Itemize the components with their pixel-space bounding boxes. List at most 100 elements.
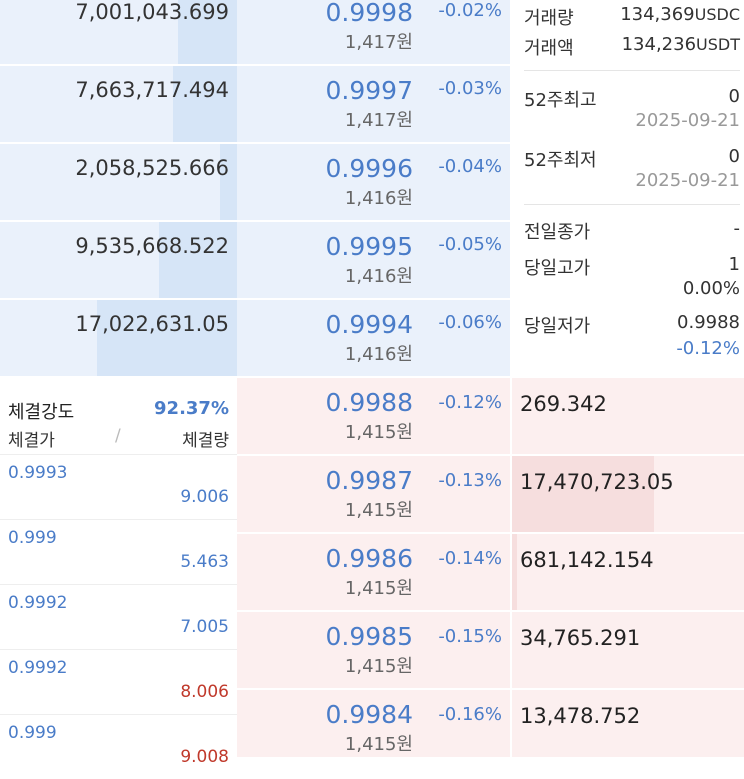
- bid-price-cell[interactable]: 0.9988 1,415원 -0.12%: [237, 378, 510, 454]
- ask-price-cell[interactable]: 0.9994 1,416원 -0.06%: [237, 300, 510, 376]
- ask-qty-cell[interactable]: 9,535,668.522: [0, 222, 237, 298]
- high52-label: 52주최고: [524, 90, 597, 111]
- ask-price: 0.9995: [325, 232, 413, 261]
- low52-label: 52주최저: [524, 150, 597, 171]
- ask-change: -0.05%: [438, 234, 502, 255]
- trade-qty: 9.008: [180, 747, 229, 767]
- bid-price: 0.9988: [325, 388, 413, 417]
- ask-qty-cell[interactable]: 7,663,717.494: [0, 66, 237, 142]
- ask-change: -0.03%: [438, 78, 502, 99]
- bid-change: -0.13%: [438, 470, 502, 491]
- bid-price: 0.9984: [325, 700, 413, 729]
- bid-price-cell[interactable]: 0.9987 1,415원 -0.13%: [237, 456, 510, 532]
- day-low-value: 0.9988: [677, 312, 740, 333]
- bid-price-cell[interactable]: 0.9985 1,415원 -0.15%: [237, 612, 510, 688]
- ask-qty: 7,001,043.699: [75, 0, 229, 24]
- low52-value: 0: [728, 146, 740, 167]
- volume-number: 134,369: [620, 4, 695, 25]
- ask-krw: 1,416원: [344, 266, 413, 287]
- day-low-pct: -0.12%: [676, 338, 740, 359]
- bid-change: -0.15%: [438, 626, 502, 647]
- bid-price-cell[interactable]: 0.9984 1,415원 -0.16%: [237, 690, 510, 757]
- trade-price: 0.9992: [8, 658, 68, 678]
- volume-unit: USDC: [694, 5, 740, 24]
- info-divider: [524, 70, 740, 71]
- ask-depth-bar: [220, 144, 237, 220]
- trade-row: 0.9993 9.006: [0, 455, 237, 520]
- trade-price: 0.999: [8, 723, 57, 743]
- bid-qty: 13,478.752: [520, 704, 641, 728]
- ask-price-cell[interactable]: 0.9995 1,416원 -0.05%: [237, 222, 510, 298]
- ask-qty-cell[interactable]: 17,022,631.05: [0, 300, 237, 376]
- bid-price: 0.9985: [325, 622, 413, 651]
- trade-qty: 9.006: [180, 487, 229, 507]
- row-divider: [237, 532, 744, 534]
- ask-price: 0.9998: [325, 0, 413, 27]
- trade-qty: 8.006: [180, 682, 229, 702]
- bid-krw: 1,415원: [344, 734, 413, 755]
- amount-unit: USDT: [696, 35, 740, 54]
- row-divider: [237, 688, 744, 690]
- ask-qty: 9,535,668.522: [75, 234, 229, 258]
- ask-price: 0.9994: [325, 310, 413, 339]
- bid-price-cell[interactable]: 0.9986 1,415원 -0.14%: [237, 534, 510, 610]
- ask-price: 0.9997: [325, 76, 413, 105]
- day-high-pct: 0.00%: [682, 278, 740, 299]
- info-divider: [524, 204, 740, 205]
- trade-row: 0.999 5.463: [0, 520, 237, 585]
- bid-qty-cell[interactable]: 269.342: [512, 378, 744, 454]
- bid-krw: 1,415원: [344, 578, 413, 599]
- trade-row: 0.9992 8.006: [0, 650, 237, 715]
- bid-qty: 681,142.154: [520, 548, 654, 572]
- bid-qty: 34,765.291: [520, 626, 641, 650]
- ask-qty: 17,022,631.05: [75, 312, 229, 336]
- prev-close-label: 전일종가: [524, 222, 591, 243]
- ask-change: -0.04%: [438, 156, 502, 177]
- ask-price-cell[interactable]: 0.9996 1,416원 -0.04%: [237, 144, 510, 220]
- ask-price: 0.9996: [325, 154, 413, 183]
- ask-krw: 1,416원: [344, 344, 413, 365]
- bid-qty-cell[interactable]: 13,478.752: [512, 690, 744, 757]
- bid-change: -0.16%: [438, 704, 502, 725]
- ask-qty-cell[interactable]: 7,001,043.699: [0, 0, 237, 76]
- bid-qty-cell[interactable]: 34,765.291: [512, 612, 744, 688]
- bid-krw: 1,415원: [344, 500, 413, 521]
- bid-qty-cell[interactable]: 681,142.154: [512, 534, 744, 610]
- trade-price: 0.999: [8, 528, 57, 548]
- ask-qty: 2,058,525.666: [75, 156, 229, 180]
- row-divider: [0, 142, 510, 144]
- row-divider: [0, 64, 510, 66]
- volume-label: 거래량: [524, 8, 574, 29]
- ask-depth-bar: [158, 222, 237, 298]
- day-low-label: 당일저가: [524, 316, 591, 337]
- strength-value: 92.37%: [154, 398, 229, 419]
- bid-price: 0.9986: [325, 544, 413, 573]
- ask-price-cell[interactable]: 0.9997 1,417원 -0.03%: [237, 66, 510, 142]
- amount-number: 134,236: [621, 34, 697, 55]
- bid-qty-cell[interactable]: 17,470,723.05: [512, 456, 744, 532]
- bid-qty: 17,470,723.05: [520, 470, 674, 494]
- trade-qty: 7.005: [180, 617, 229, 637]
- ask-change: -0.02%: [438, 0, 502, 21]
- high52-date: 2025-09-21: [635, 110, 740, 131]
- row-divider: [237, 610, 744, 612]
- ask-qty: 7,663,717.494: [75, 78, 229, 102]
- trade-qty-header: 체결량: [182, 431, 229, 451]
- high52-value: 0: [728, 86, 740, 107]
- bid-krw: 1,415원: [344, 656, 413, 677]
- ask-price-cell[interactable]: 0.9998 1,417원 -0.02%: [237, 0, 510, 76]
- volume-value: 134,369USDC: [620, 4, 740, 25]
- ask-qty-cell[interactable]: 2,058,525.666: [0, 144, 237, 220]
- row-divider: [0, 220, 510, 222]
- trade-row: 0.9992 7.005: [0, 585, 237, 650]
- day-high-value: 1: [728, 254, 740, 275]
- ask-krw: 1,417원: [344, 32, 413, 53]
- amount-label: 거래액: [524, 38, 574, 59]
- bid-qty: 269.342: [520, 392, 607, 416]
- trade-qty: 5.463: [180, 552, 229, 572]
- bid-change: -0.14%: [438, 548, 502, 569]
- bid-change: -0.12%: [438, 392, 502, 413]
- bid-depth-bar: [512, 534, 517, 610]
- trade-price: 0.9992: [8, 593, 68, 613]
- trade-price: 0.9993: [8, 463, 68, 483]
